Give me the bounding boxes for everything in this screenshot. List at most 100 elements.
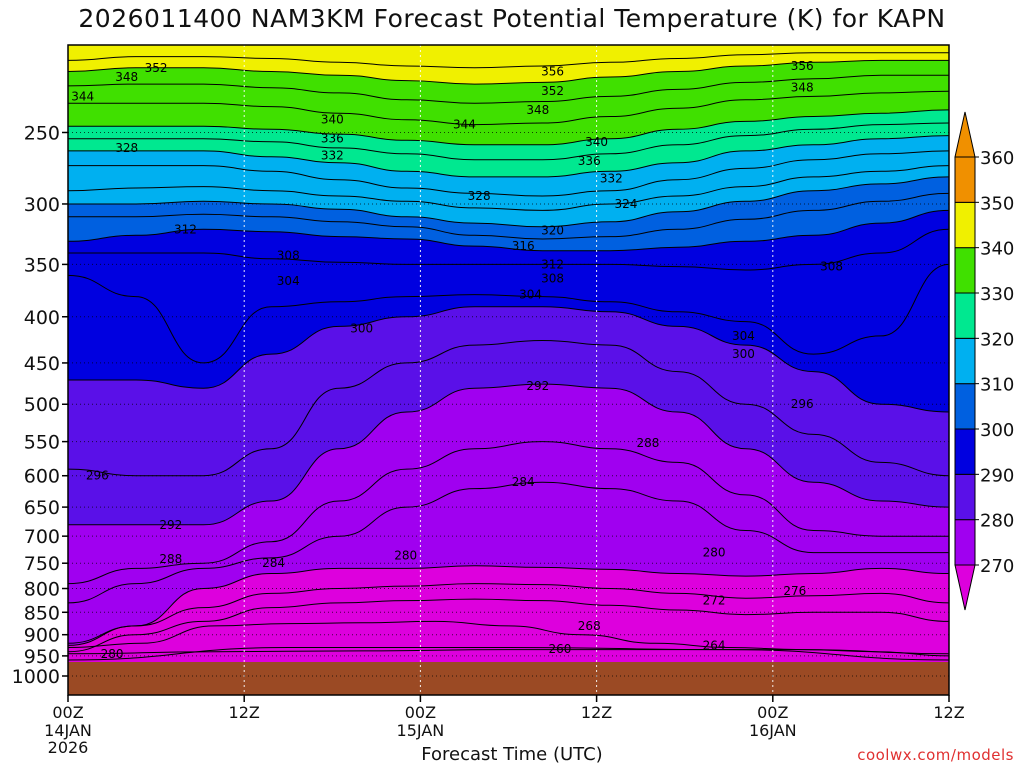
- colorbar-segment: [954, 201, 976, 249]
- theta-fill-layer: [68, 45, 949, 695]
- isentrope-300: [68, 306, 949, 413]
- y-tick-label: 950: [24, 646, 60, 668]
- isentrope-340: [68, 109, 949, 146]
- plot-frame: [67, 44, 950, 696]
- colorbar-label: 330: [980, 284, 1014, 305]
- colorbar-segment: [954, 156, 976, 203]
- contour-label: 312: [541, 257, 564, 271]
- contour-label: 332: [321, 148, 344, 162]
- contour-label: 348: [526, 103, 549, 117]
- contour-label: 300: [350, 321, 373, 335]
- contour-label: 344: [71, 89, 94, 103]
- y-tick-label: 400: [24, 307, 60, 329]
- colorbar: 270 280 290 300 310 320 330 340 350 360: [954, 111, 1014, 611]
- contour-label: 280: [703, 546, 726, 560]
- axes-layer: 2503003504004505005506006507007508008509…: [12, 44, 965, 757]
- contour-label: 280: [394, 548, 417, 562]
- colorbar-segment: [954, 337, 976, 385]
- contour-label: 340: [585, 135, 608, 149]
- contour-label: 304: [277, 274, 300, 288]
- isentrope-356: [68, 52, 949, 69]
- isentrope-348: [68, 74, 949, 104]
- ground-layer: [68, 662, 949, 695]
- isentrope-260: [68, 646, 949, 661]
- contour-label: 352: [145, 61, 168, 75]
- x-tick-label: 12Z: [933, 703, 964, 722]
- isentrope-280: [68, 565, 949, 646]
- x-tick-label: 00Z: [52, 703, 83, 722]
- colorbar-segment: [954, 473, 976, 521]
- contour-label: 260: [548, 642, 571, 656]
- y-tick-label: 550: [24, 432, 60, 454]
- contour-label: 304: [519, 288, 542, 302]
- contour-label: 332: [600, 171, 623, 185]
- contour-label-layer: 352 348 344 356 352 348 356 348 340 336 332 344 340 3…: [71, 59, 843, 661]
- y-tick-label: 850: [24, 602, 60, 624]
- contour-label: 324: [615, 197, 638, 211]
- colorbar-label: 340: [980, 239, 1014, 260]
- isentrope-312: [68, 209, 949, 252]
- x-tick-sublabel: 2026: [48, 738, 89, 757]
- contour-label: 264: [703, 638, 726, 652]
- contour-label: 272: [703, 594, 726, 608]
- x-tick-sublabel: 14JAN: [44, 721, 92, 740]
- fill-band-356: [68, 45, 949, 68]
- contour-label: 300: [732, 347, 755, 361]
- y-tick-label: 800: [24, 579, 60, 601]
- y-tick-label: 500: [24, 394, 60, 416]
- colorbar-arrow-top: [954, 111, 976, 158]
- contour-label: 356: [791, 59, 814, 73]
- colorbar-segment: [954, 292, 976, 339]
- contour-label: 296: [791, 397, 814, 411]
- x-tick-label: 12Z: [229, 703, 260, 722]
- y-tick-label: 1000: [12, 666, 60, 688]
- contour-label: 304: [732, 329, 755, 343]
- colorbar-segment: [954, 247, 976, 294]
- contour-label: 356: [541, 65, 564, 79]
- contour-label: 308: [277, 248, 300, 262]
- y-tick-label: 300: [24, 194, 60, 216]
- isentrope-320: [68, 176, 949, 228]
- contour-label: 312: [174, 222, 197, 236]
- x-tick-sublabel: 16JAN: [749, 721, 797, 740]
- contour-label: 276: [783, 584, 806, 598]
- isentrope-268: [68, 620, 949, 657]
- y-tick-label: 450: [24, 353, 60, 375]
- contour-label: 288: [637, 436, 660, 450]
- contour-label: 284: [262, 556, 285, 570]
- colorbar-label: 290: [980, 465, 1014, 486]
- colorbar-label: 270: [980, 556, 1014, 577]
- colorbar-arrow-bottom: [954, 564, 976, 611]
- isentrope-line-layer: [68, 52, 949, 661]
- x-tick-label: 12Z: [581, 703, 612, 722]
- credit-link[interactable]: coolwx.com/models: [857, 746, 1014, 764]
- contour-label: 340: [321, 113, 344, 127]
- contour-label: 336: [578, 154, 601, 168]
- contour-label: 344: [453, 118, 476, 132]
- contour-label: 292: [526, 379, 549, 393]
- y-tick-label: 250: [24, 122, 60, 144]
- y-tick-label: 350: [24, 254, 60, 276]
- isentrope-324: [68, 165, 949, 211]
- isentrope-332: [68, 135, 949, 178]
- isentrope-308: [68, 228, 949, 271]
- colorbar-label: 360: [980, 148, 1014, 169]
- y-tick-label: 700: [24, 526, 60, 548]
- contour-label: 316: [512, 239, 535, 253]
- x-tick-label: 00Z: [405, 703, 436, 722]
- isentrope-296: [68, 339, 949, 477]
- chart-title: 2026011400 NAM3KM Forecast Potential Tem…: [78, 4, 946, 33]
- y-tick-label: 750: [24, 553, 60, 575]
- grid-layer: [68, 45, 949, 695]
- contour-label: 284: [512, 475, 535, 489]
- contour-label: 308: [541, 272, 564, 286]
- isentrope-328: [68, 150, 949, 197]
- contour-label: 328: [115, 141, 138, 155]
- colorbar-label: 310: [980, 375, 1014, 396]
- contour-label: 280: [101, 647, 124, 661]
- x-axis-title: Forecast Time (UTC): [421, 744, 603, 765]
- colorbar-label: 320: [980, 329, 1014, 350]
- isentrope-292: [68, 383, 949, 526]
- contour-label: 296: [86, 469, 109, 483]
